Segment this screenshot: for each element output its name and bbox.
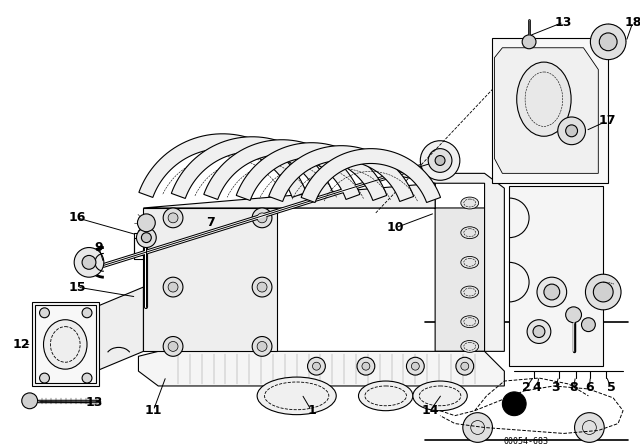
Circle shape	[582, 318, 595, 332]
Polygon shape	[204, 140, 360, 199]
Circle shape	[599, 33, 617, 51]
Circle shape	[312, 362, 321, 370]
Circle shape	[252, 208, 272, 228]
Circle shape	[22, 393, 38, 409]
Ellipse shape	[461, 256, 479, 268]
Text: 7: 7	[206, 216, 215, 229]
Polygon shape	[236, 143, 387, 200]
Circle shape	[257, 282, 267, 292]
Text: 12: 12	[13, 338, 31, 351]
Circle shape	[138, 214, 156, 232]
Circle shape	[252, 277, 272, 297]
Circle shape	[412, 362, 419, 370]
Text: 14: 14	[421, 404, 439, 417]
Text: 9: 9	[95, 241, 103, 254]
Text: 5: 5	[607, 381, 616, 394]
Circle shape	[586, 274, 621, 310]
Circle shape	[590, 24, 626, 60]
Circle shape	[136, 228, 156, 248]
Text: 18: 18	[624, 16, 640, 29]
Circle shape	[593, 282, 613, 302]
Circle shape	[74, 248, 104, 277]
Circle shape	[522, 35, 536, 49]
Polygon shape	[386, 173, 504, 351]
Circle shape	[357, 358, 375, 375]
Circle shape	[168, 341, 178, 351]
Circle shape	[435, 155, 445, 165]
Polygon shape	[269, 146, 413, 202]
Circle shape	[420, 141, 460, 180]
Circle shape	[544, 284, 560, 300]
Circle shape	[566, 307, 582, 323]
Circle shape	[533, 326, 545, 337]
Text: 4: 4	[532, 381, 541, 394]
Circle shape	[82, 373, 92, 383]
Text: 11: 11	[145, 404, 162, 417]
Circle shape	[168, 282, 178, 292]
Text: 6: 6	[585, 381, 594, 394]
Ellipse shape	[516, 62, 571, 136]
Text: 16: 16	[68, 211, 86, 224]
Polygon shape	[143, 208, 277, 351]
Polygon shape	[172, 137, 333, 198]
Circle shape	[257, 213, 267, 223]
Text: 1: 1	[307, 404, 316, 417]
Text: 2: 2	[522, 381, 531, 394]
Circle shape	[557, 117, 586, 145]
Circle shape	[461, 362, 468, 370]
Polygon shape	[143, 183, 435, 208]
Polygon shape	[138, 351, 504, 386]
Ellipse shape	[461, 340, 479, 352]
Ellipse shape	[461, 316, 479, 327]
Text: 3: 3	[552, 381, 560, 394]
Circle shape	[362, 362, 370, 370]
Circle shape	[40, 373, 49, 383]
Polygon shape	[31, 302, 99, 386]
Text: 00054-683: 00054-683	[504, 437, 548, 446]
Circle shape	[537, 277, 566, 307]
Circle shape	[163, 336, 183, 356]
Ellipse shape	[358, 381, 413, 411]
Text: 8: 8	[569, 381, 578, 394]
Ellipse shape	[257, 377, 336, 415]
Circle shape	[502, 392, 526, 416]
Circle shape	[163, 277, 183, 297]
Circle shape	[82, 308, 92, 318]
Ellipse shape	[461, 227, 479, 239]
Circle shape	[82, 255, 96, 269]
Polygon shape	[493, 38, 608, 183]
Polygon shape	[139, 134, 306, 198]
Text: 13: 13	[85, 396, 102, 409]
Circle shape	[463, 413, 493, 442]
Text: 10: 10	[387, 221, 404, 234]
Text: 17: 17	[598, 114, 616, 127]
Circle shape	[428, 149, 452, 172]
Polygon shape	[96, 287, 143, 371]
Circle shape	[141, 233, 151, 242]
Circle shape	[252, 336, 272, 356]
Ellipse shape	[413, 381, 467, 411]
Polygon shape	[301, 149, 440, 202]
Text: 13: 13	[555, 16, 572, 29]
Circle shape	[257, 341, 267, 351]
Circle shape	[406, 358, 424, 375]
Ellipse shape	[461, 197, 479, 209]
Circle shape	[456, 358, 474, 375]
Circle shape	[163, 208, 183, 228]
Circle shape	[575, 413, 604, 442]
Polygon shape	[495, 48, 598, 173]
Circle shape	[566, 125, 577, 137]
Circle shape	[40, 308, 49, 318]
Polygon shape	[277, 183, 484, 351]
Text: 15: 15	[68, 280, 86, 293]
Ellipse shape	[461, 286, 479, 298]
Ellipse shape	[44, 320, 87, 369]
Circle shape	[168, 213, 178, 223]
Polygon shape	[509, 186, 604, 366]
Circle shape	[308, 358, 325, 375]
Circle shape	[527, 320, 551, 344]
